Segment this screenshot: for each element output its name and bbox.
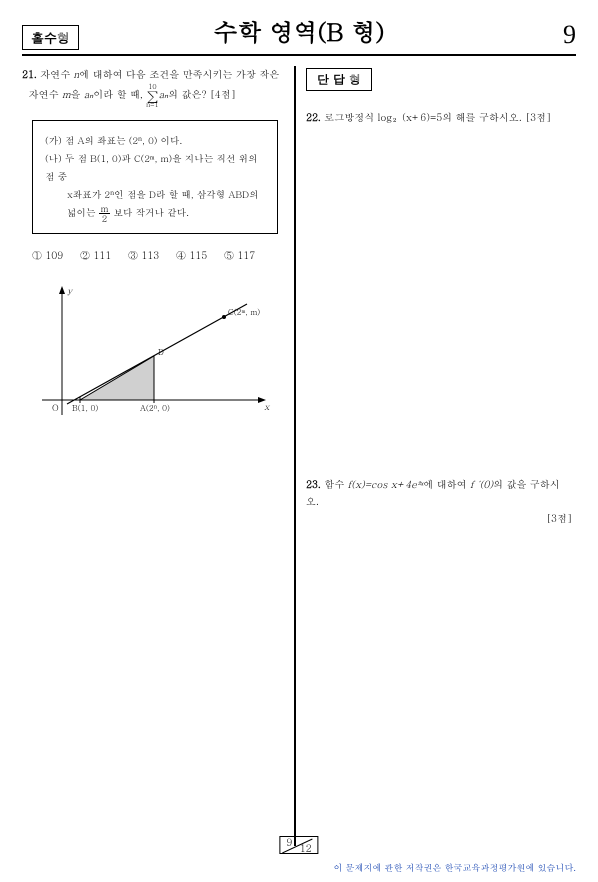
- label-y: y: [67, 284, 74, 297]
- odd-type-tag: 홀수형: [22, 25, 79, 50]
- q23-fx: f(x)=cos x+4e²ˣ: [348, 477, 424, 491]
- q21-var-an2: aₙ: [159, 87, 168, 101]
- cond-na-2: x좌표가 2ⁿ인 점을 D라 할 때, 삼각형 ABD의: [45, 185, 265, 203]
- q21-condition-box: (가) 점 A의 좌표는 (2ⁿ, 0) 이다. (나) 두 점 B(1, 0)…: [32, 120, 278, 234]
- label-O: O: [52, 401, 59, 414]
- q22-text: 로그방정식 log₂(x+6)=5의 해를 구하시오. [3점]: [324, 110, 551, 124]
- q22-number: 22.: [306, 110, 321, 124]
- footer-page-indicator: 9 12: [279, 836, 318, 854]
- label-B: B(1, 0): [72, 403, 98, 414]
- q21-graph: y x O B(1, 0) A(2ⁿ, 0) D C(2ᵐ, m): [32, 280, 282, 450]
- q23-fp0: f ′(0): [470, 477, 493, 491]
- q21-text-2c: 이라 할 때,: [93, 87, 146, 101]
- q21-choices: ① 109 ② 111 ③ 113 ④ 115 ⑤ 117: [32, 248, 282, 262]
- page-header: 홀수형 수학 영역(B 형) 9: [22, 20, 576, 56]
- q23-points: [3점]: [306, 510, 572, 527]
- q21-text-2d: 의 값은? [4점]: [168, 87, 236, 101]
- q23-number: 23.: [306, 477, 321, 491]
- content-area: 21. 자연수 n에 대하여 다음 조건을 만족시키는 가장 작은 자연수 m을…: [22, 66, 576, 846]
- label-A: A(2ⁿ, 0): [140, 403, 170, 414]
- frac-den: 2: [99, 214, 111, 223]
- right-column: 단 답 형 22. 로그방정식 log₂(x+6)=5의 해를 구하시오. [3…: [292, 66, 572, 846]
- question-22: 22. 로그방정식 log₂(x+6)=5의 해를 구하시오. [3점]: [306, 109, 572, 126]
- q23-text-a: 함수: [324, 477, 347, 491]
- choice-2: ② 111: [80, 248, 128, 262]
- fraction-m-over-2: m 2: [99, 204, 111, 223]
- choice-3: ③ 113: [128, 248, 176, 262]
- page-title: 수학 영역(B 형): [213, 14, 384, 48]
- sigma-symbol: 10 ∑ n=1: [146, 83, 159, 108]
- choice-5: ⑤ 117: [224, 248, 272, 262]
- cond-na-3: 넓이는 m 2 보다 작거나 같다.: [45, 203, 265, 223]
- cond-na-1: (나) 두 점 B(1, 0)과 C(2ᵐ, m)을 지나는 직선 위의 점 중: [45, 149, 265, 185]
- question-21: 21. 자연수 n에 대하여 다음 조건을 만족시키는 가장 작은 자연수 m을…: [22, 66, 282, 108]
- q23-text-b: 에 대하여: [423, 477, 470, 491]
- q21-text-1b: 에 대하여 다음 조건을 만족시키는 가장 작은: [79, 67, 279, 81]
- left-column: 21. 자연수 n에 대하여 다음 조건을 만족시키는 가장 작은 자연수 m을…: [22, 66, 292, 846]
- footer-slash-icon: [280, 837, 317, 853]
- sigma-bot: n=1: [146, 101, 159, 108]
- question-23: 23. 함수 f(x)=cos x+4e²ˣ에 대하여 f ′(0)의 값을 구…: [306, 476, 572, 527]
- column-divider: [294, 66, 296, 846]
- cond-ga: (가) 점 A의 좌표는 (2ⁿ, 0) 이다.: [45, 131, 265, 149]
- label-C: C(2ᵐ, m): [228, 307, 260, 318]
- copyright-text: 이 문제지에 관한 저작권은 한국교육과정평가원에 있습니다.: [333, 861, 576, 874]
- choice-4: ④ 115: [176, 248, 224, 262]
- graph-svg: y x O B(1, 0) A(2ⁿ, 0) D C(2ᵐ, m): [32, 280, 282, 450]
- short-answer-tag: 단 답 형: [306, 68, 372, 91]
- cond-na-3a: 넓이는: [67, 205, 99, 219]
- page-number: 9: [563, 20, 576, 50]
- q21-text-1a: 자연수: [40, 67, 73, 81]
- choice-1: ① 109: [32, 248, 80, 262]
- label-D: D: [158, 347, 164, 358]
- q21-var-an: aₙ: [84, 87, 93, 101]
- cond-na-3b: 보다 작거나 같다.: [113, 205, 189, 219]
- label-x: x: [264, 400, 271, 413]
- spacer: [306, 136, 572, 476]
- q21-text-2b: 을: [70, 87, 83, 101]
- q21-number: 21.: [22, 67, 37, 81]
- q21-text-2a: 자연수: [29, 87, 62, 101]
